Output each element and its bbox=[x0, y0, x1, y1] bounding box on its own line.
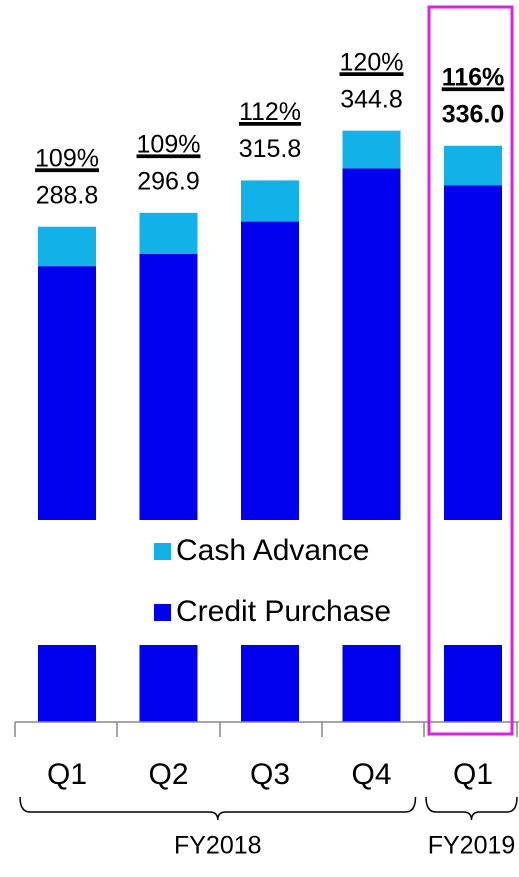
percent-label: 112% bbox=[239, 98, 301, 126]
legend-swatch bbox=[154, 604, 171, 621]
total-label: 344.8 bbox=[340, 85, 403, 113]
bar-segment bbox=[241, 180, 299, 222]
bar-segment bbox=[38, 266, 96, 722]
total-label: 315.8 bbox=[239, 135, 302, 163]
bar-segment bbox=[139, 212, 198, 254]
bar-segment bbox=[139, 253, 198, 722]
x-tick-label: Q4 bbox=[351, 758, 391, 791]
percent-label: 116% bbox=[442, 63, 505, 91]
axis-break bbox=[0, 520, 427, 645]
group-label: FY2018 bbox=[174, 832, 262, 860]
total-label: 296.9 bbox=[137, 167, 200, 195]
x-tick-label: Q1 bbox=[453, 758, 493, 791]
x-tick-label: Q3 bbox=[250, 758, 290, 791]
group-brace bbox=[19, 796, 417, 821]
group-label: FY2019 bbox=[428, 832, 516, 860]
bar-segment bbox=[342, 130, 401, 169]
legend-label: Credit Purchase bbox=[176, 595, 391, 628]
x-tick-label: Q2 bbox=[148, 758, 188, 791]
percent-label: 120% bbox=[340, 48, 404, 76]
percent-label: 109% bbox=[35, 144, 99, 172]
x-tick-label: Q1 bbox=[47, 758, 87, 791]
bar-segment bbox=[38, 226, 96, 267]
total-label: 288.8 bbox=[36, 181, 99, 209]
legend-label: Cash Advance bbox=[176, 534, 369, 567]
bar-segment bbox=[241, 221, 299, 723]
highlight-box bbox=[427, 5, 514, 736]
axis-break bbox=[431, 520, 509, 645]
group-brace bbox=[425, 796, 518, 821]
percent-label: 109% bbox=[137, 130, 201, 158]
bar-segment bbox=[444, 145, 502, 186]
legend-swatch bbox=[154, 543, 171, 560]
total-label: 336.0 bbox=[442, 100, 505, 128]
